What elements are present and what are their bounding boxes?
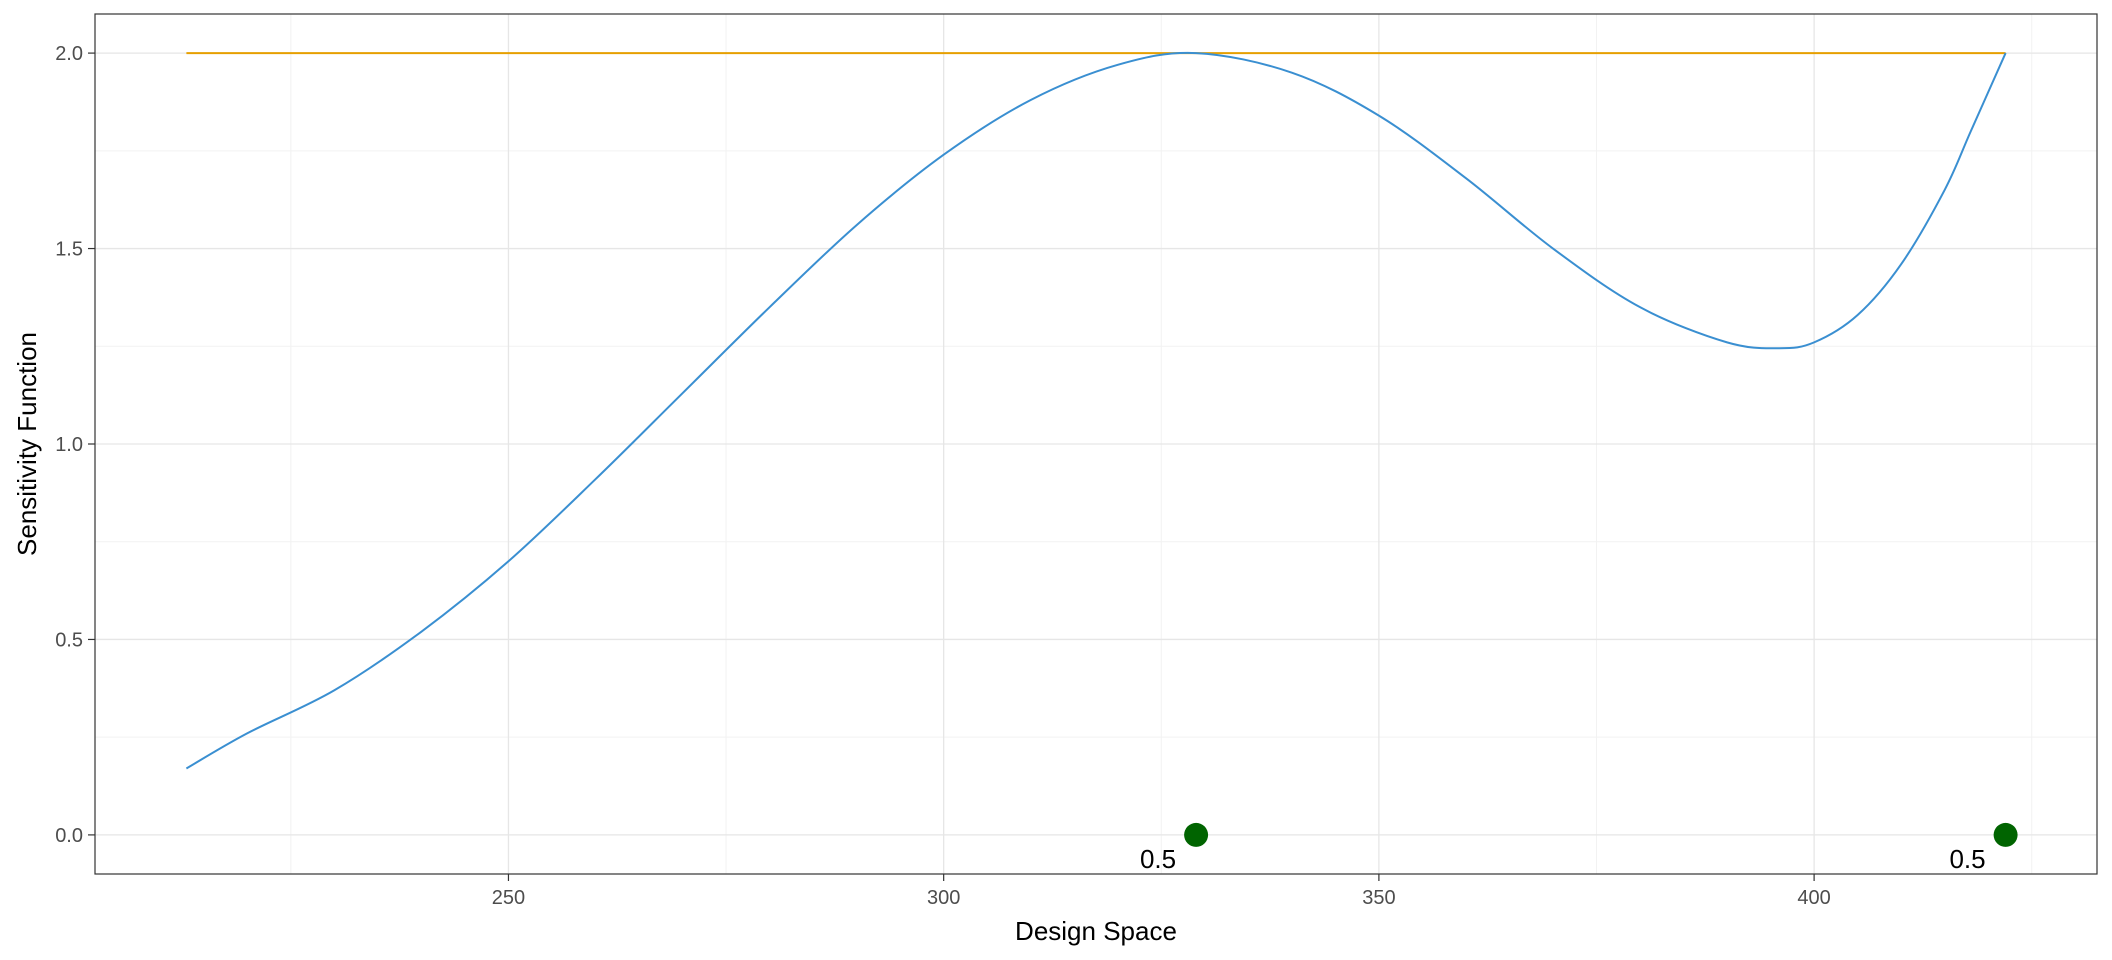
x-tick-label: 400	[1797, 887, 1830, 909]
y-tick-label: 0.0	[55, 825, 83, 847]
x-tick-label: 300	[927, 887, 960, 909]
design-point	[1184, 822, 1209, 847]
y-tick-label: 1.0	[55, 434, 83, 456]
y-tick-label: 2.0	[55, 43, 83, 65]
x-tick-label: 250	[492, 887, 525, 909]
y-tick-label: 1.5	[55, 239, 83, 261]
design-point-label: 0.5	[1140, 844, 1176, 874]
y-tick-label: 0.5	[55, 629, 83, 651]
grid-lines	[95, 14, 2097, 874]
sensitivity-curve	[185, 51, 2007, 770]
series-layer	[185, 51, 2007, 770]
y-axis-title: Sensitivity Function	[12, 332, 42, 556]
design-points-layer: 0.5 0.5	[1140, 822, 2018, 874]
x-axis-title: Design Space	[1015, 916, 1177, 946]
x-tick-label: 350	[1362, 887, 1395, 909]
design-point	[1993, 822, 2018, 847]
design-point-label: 0.5	[1949, 844, 1985, 874]
axes-layer: 250 300 350 400 0.0 0.5 1.0 1.5 2.0	[55, 43, 1831, 909]
